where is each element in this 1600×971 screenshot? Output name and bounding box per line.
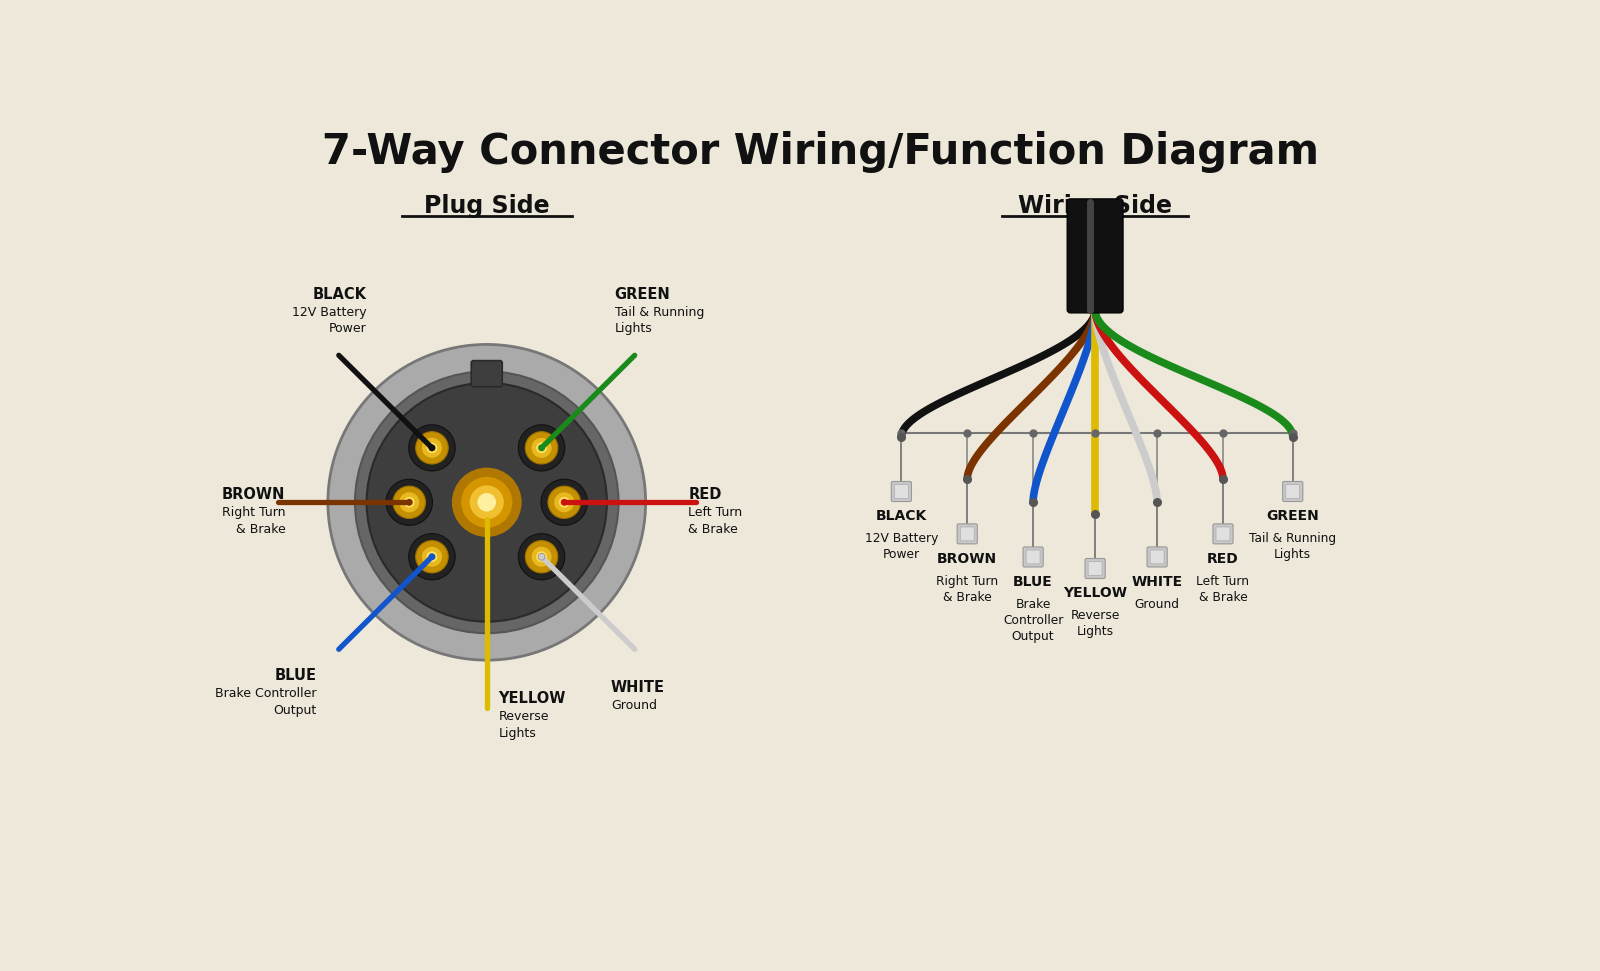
- Circle shape: [355, 371, 619, 633]
- Text: 12V Battery
Power: 12V Battery Power: [864, 532, 938, 561]
- Text: BLACK: BLACK: [312, 287, 366, 302]
- Text: Right Turn
& Brake: Right Turn & Brake: [936, 575, 998, 604]
- FancyBboxPatch shape: [472, 360, 502, 386]
- Circle shape: [429, 553, 435, 560]
- FancyBboxPatch shape: [1213, 523, 1234, 544]
- FancyBboxPatch shape: [1067, 199, 1123, 313]
- Text: YELLOW: YELLOW: [1062, 586, 1126, 600]
- Circle shape: [536, 443, 547, 453]
- Text: Left Turn
& Brake: Left Turn & Brake: [688, 506, 742, 536]
- Text: Reverse
Lights: Reverse Lights: [1070, 610, 1120, 638]
- Circle shape: [538, 445, 546, 452]
- Circle shape: [536, 552, 547, 562]
- Circle shape: [531, 547, 552, 567]
- Text: Plug Side: Plug Side: [424, 194, 549, 218]
- Circle shape: [461, 477, 512, 527]
- FancyBboxPatch shape: [957, 523, 978, 544]
- Text: Ground: Ground: [1134, 598, 1179, 611]
- Circle shape: [408, 534, 454, 580]
- Text: Right Turn
& Brake: Right Turn & Brake: [222, 506, 285, 536]
- Circle shape: [427, 443, 437, 453]
- Text: RED: RED: [1206, 552, 1238, 565]
- Circle shape: [422, 438, 442, 458]
- Circle shape: [408, 424, 454, 471]
- Circle shape: [560, 499, 568, 506]
- Text: Brake
Controller
Output: Brake Controller Output: [1003, 598, 1064, 643]
- FancyBboxPatch shape: [960, 527, 974, 541]
- Circle shape: [422, 547, 442, 567]
- Text: Wiring Side: Wiring Side: [1018, 194, 1173, 218]
- Circle shape: [398, 492, 419, 513]
- Circle shape: [451, 468, 522, 537]
- Circle shape: [416, 432, 448, 464]
- Text: Ground: Ground: [611, 699, 656, 712]
- Text: Tail & Running
Lights: Tail & Running Lights: [1250, 532, 1336, 561]
- FancyBboxPatch shape: [1286, 485, 1299, 498]
- Text: WHITE: WHITE: [611, 680, 664, 695]
- Circle shape: [328, 345, 646, 660]
- Text: BROWN: BROWN: [938, 552, 997, 565]
- FancyBboxPatch shape: [1088, 561, 1102, 576]
- Text: 7-Way Connector Wiring/Function Diagram: 7-Way Connector Wiring/Function Diagram: [322, 131, 1318, 173]
- Text: GREEN: GREEN: [1266, 509, 1318, 523]
- FancyBboxPatch shape: [1085, 558, 1106, 579]
- Circle shape: [366, 383, 606, 621]
- Text: Tail & Running
Lights: Tail & Running Lights: [614, 306, 704, 335]
- Circle shape: [538, 553, 546, 560]
- Circle shape: [394, 486, 426, 519]
- FancyBboxPatch shape: [1216, 527, 1230, 541]
- Text: BLUE: BLUE: [1013, 575, 1053, 588]
- FancyBboxPatch shape: [1147, 547, 1168, 567]
- Circle shape: [386, 480, 432, 525]
- Text: WHITE: WHITE: [1131, 575, 1182, 588]
- FancyBboxPatch shape: [1283, 482, 1302, 501]
- FancyBboxPatch shape: [1022, 547, 1043, 567]
- Text: BLACK: BLACK: [875, 509, 926, 523]
- Text: Reverse
Lights: Reverse Lights: [498, 710, 549, 740]
- Text: 12V Battery
Power: 12V Battery Power: [291, 306, 366, 335]
- Circle shape: [547, 486, 581, 519]
- Text: Brake Controller
Output: Brake Controller Output: [214, 687, 317, 717]
- Circle shape: [518, 424, 565, 471]
- Circle shape: [429, 445, 435, 452]
- FancyBboxPatch shape: [894, 485, 909, 498]
- Text: GREEN: GREEN: [614, 287, 670, 302]
- Text: YELLOW: YELLOW: [498, 691, 566, 706]
- Text: RED: RED: [688, 487, 722, 502]
- Circle shape: [525, 432, 558, 464]
- Circle shape: [477, 493, 496, 512]
- Text: BROWN: BROWN: [222, 487, 285, 502]
- FancyBboxPatch shape: [891, 482, 912, 501]
- Circle shape: [427, 552, 437, 562]
- Circle shape: [403, 497, 414, 508]
- Circle shape: [416, 541, 448, 573]
- Circle shape: [531, 438, 552, 458]
- Circle shape: [558, 497, 570, 508]
- Text: Left Turn
& Brake: Left Turn & Brake: [1197, 575, 1250, 604]
- Circle shape: [518, 534, 565, 580]
- FancyBboxPatch shape: [1150, 550, 1165, 564]
- Circle shape: [470, 486, 504, 519]
- Circle shape: [525, 541, 558, 573]
- Circle shape: [406, 499, 413, 506]
- Text: BLUE: BLUE: [274, 668, 317, 684]
- Circle shape: [554, 492, 574, 513]
- Circle shape: [541, 480, 587, 525]
- FancyBboxPatch shape: [1026, 550, 1040, 564]
